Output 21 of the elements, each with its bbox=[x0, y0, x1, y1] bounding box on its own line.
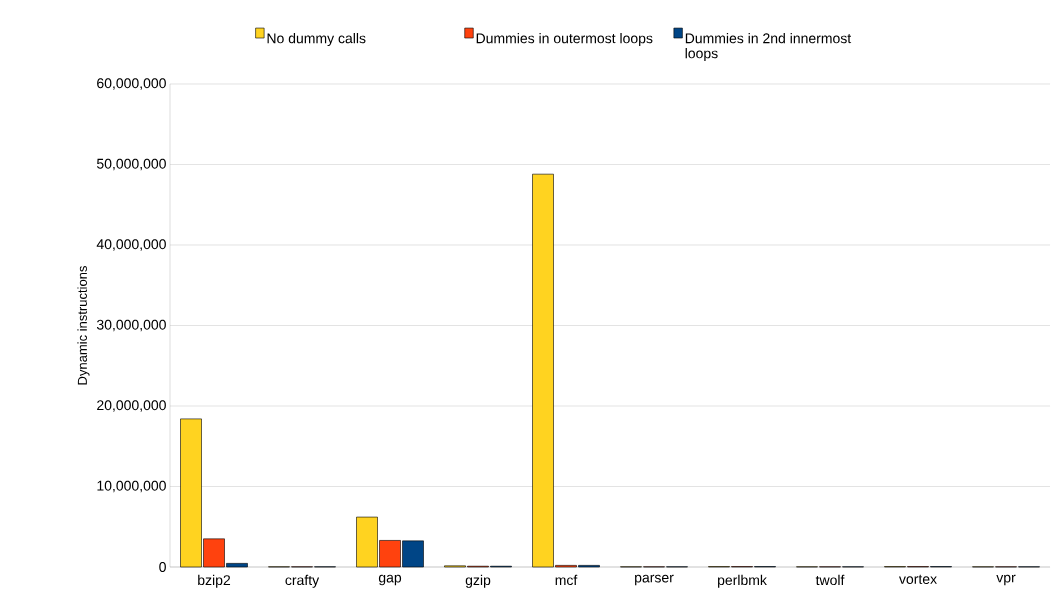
y-tick-label: 10,000,000 bbox=[97, 480, 166, 493]
x-tick-label: vortex bbox=[899, 574, 937, 584]
x-tick-label: perlbmk bbox=[718, 574, 767, 588]
x-tick-label: gzip bbox=[465, 574, 491, 588]
y-axis-title: Dynamic instructions bbox=[77, 266, 90, 385]
y-tick-label: 0 bbox=[159, 562, 166, 572]
y-tick-label: 50,000,000 bbox=[96, 158, 166, 171]
x-tick-label: parser bbox=[635, 574, 674, 586]
x-tick-label: gap bbox=[378, 574, 402, 586]
x-tick-label: vpr bbox=[996, 574, 1016, 586]
y-tick-label: 40,000,000 bbox=[96, 239, 166, 251]
y-tick-label: 60,000,000 bbox=[97, 78, 166, 90]
legend-label: No dummy calls bbox=[267, 33, 366, 47]
x-tick-label: twolf bbox=[815, 574, 845, 586]
x-tick-label: mcf bbox=[555, 574, 578, 586]
legend-label: Dummies in outermost loops bbox=[476, 33, 653, 47]
x-tick-label: bzip2 bbox=[198, 574, 231, 588]
y-tick-label: 20,000,000 bbox=[97, 400, 166, 412]
legend-label: Dummies in 2nd innermost loops bbox=[685, 33, 852, 62]
y-tick-label: 30,000,000 bbox=[96, 319, 166, 332]
x-tick-label: crafty bbox=[285, 574, 320, 588]
